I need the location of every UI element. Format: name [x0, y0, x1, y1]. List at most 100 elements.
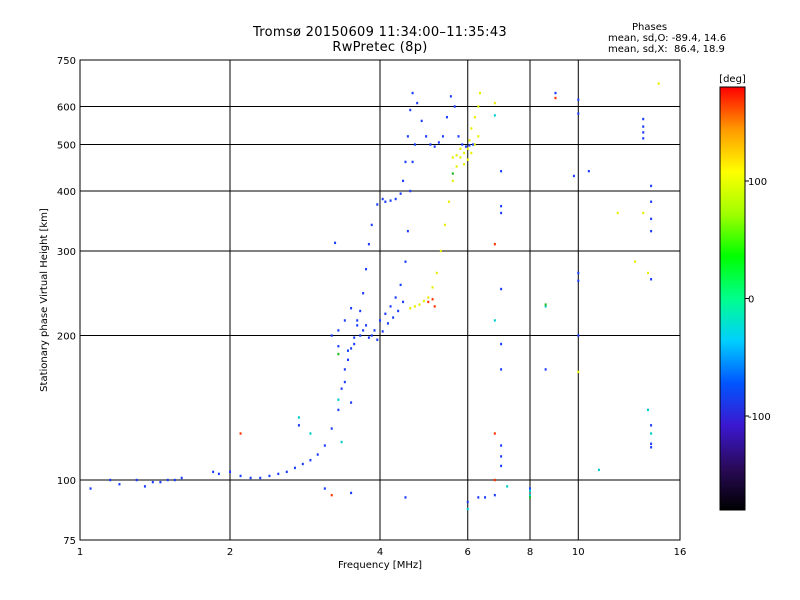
data-point — [389, 305, 392, 308]
data-point — [572, 174, 575, 178]
data-point — [406, 229, 409, 233]
x-axis-ticks: 1 2 4 6 8 10 16 — [77, 547, 687, 558]
data-point — [500, 287, 503, 291]
data-point — [411, 160, 414, 164]
data-point — [441, 135, 444, 138]
data-point — [447, 200, 450, 203]
data-point — [337, 398, 340, 401]
data-point — [353, 342, 356, 346]
data-point — [249, 476, 252, 480]
data-point — [384, 312, 387, 315]
data-point — [493, 114, 496, 117]
data-points — [89, 82, 660, 511]
data-point — [493, 432, 496, 435]
data-point — [323, 487, 326, 490]
data-point — [346, 349, 349, 352]
data-point — [277, 472, 280, 476]
x-tick-label: 4 — [377, 547, 383, 558]
data-point — [362, 329, 365, 332]
data-point — [159, 480, 162, 484]
data-point — [413, 143, 416, 146]
data-point — [473, 143, 476, 146]
x-tick-label: 2 — [227, 547, 233, 558]
data-point — [365, 267, 368, 271]
x-tick-label: 1 — [77, 547, 83, 558]
data-point — [577, 98, 580, 101]
data-point — [381, 197, 384, 201]
data-point — [217, 472, 220, 476]
chart-title: Tromsø 20150609 11:34:00–11:35:43 — [252, 25, 508, 40]
data-point — [642, 117, 645, 121]
colorbar-tick-label: -100 — [748, 412, 771, 423]
data-point — [180, 476, 183, 480]
data-point — [466, 507, 469, 511]
data-point — [381, 330, 384, 333]
data-point — [404, 260, 407, 263]
data-point — [463, 162, 466, 166]
data-point — [350, 491, 353, 495]
data-point — [151, 480, 154, 484]
data-point — [229, 470, 231, 474]
data-point — [437, 141, 440, 144]
y-tick-label: 600 — [57, 103, 76, 114]
data-point — [464, 145, 467, 148]
data-point — [650, 184, 653, 188]
data-point — [297, 424, 300, 427]
data-point — [166, 478, 169, 482]
data-point — [468, 139, 471, 142]
colorbar-gradient — [719, 86, 746, 511]
data-point — [493, 101, 496, 105]
data-point — [650, 278, 653, 281]
data-point — [634, 260, 637, 263]
data-point — [472, 143, 475, 146]
data-point — [392, 316, 395, 319]
data-point — [356, 319, 359, 322]
data-point — [402, 300, 405, 304]
data-point — [343, 368, 346, 371]
data-point — [439, 249, 442, 253]
y-tick-label: 300 — [57, 247, 76, 258]
data-point — [350, 347, 353, 350]
data-point — [433, 305, 436, 308]
data-point — [500, 368, 503, 371]
data-point — [402, 179, 405, 183]
data-point — [466, 147, 469, 150]
data-point — [399, 192, 402, 195]
data-point — [506, 485, 509, 488]
data-point — [309, 458, 312, 462]
data-point — [466, 158, 469, 161]
data-point — [455, 154, 458, 157]
x-tick-label: 10 — [572, 547, 585, 558]
phases-x-mode-stats: mean, sd,X: 86.4, 18.9 — [608, 44, 725, 55]
data-point — [330, 427, 333, 430]
data-point — [409, 189, 412, 193]
x-axis-label: Frequency [MHz] — [338, 560, 422, 571]
data-point — [422, 299, 425, 303]
data-point — [109, 478, 112, 482]
data-point — [459, 156, 462, 159]
data-point — [445, 116, 448, 119]
plot-frame — [79, 59, 681, 541]
data-point — [397, 309, 400, 313]
data-point — [413, 305, 416, 308]
data-point — [650, 217, 653, 221]
data-point — [500, 455, 503, 458]
data-point — [337, 408, 340, 412]
data-point — [285, 470, 288, 474]
data-point — [386, 322, 389, 325]
data-point — [359, 334, 362, 337]
data-point — [399, 283, 402, 287]
data-point — [340, 387, 343, 390]
data-point — [484, 496, 487, 499]
data-point — [646, 271, 649, 275]
data-point — [118, 483, 121, 486]
colorbar-ticks: 100 0 -100 — [745, 177, 771, 423]
data-point — [477, 105, 480, 108]
data-point — [239, 432, 242, 435]
data-point — [301, 462, 304, 466]
data-point — [577, 279, 580, 283]
colorbar-tick-label: 0 — [748, 295, 754, 306]
data-point — [343, 380, 346, 384]
data-point — [259, 476, 262, 480]
data-point — [451, 179, 454, 183]
